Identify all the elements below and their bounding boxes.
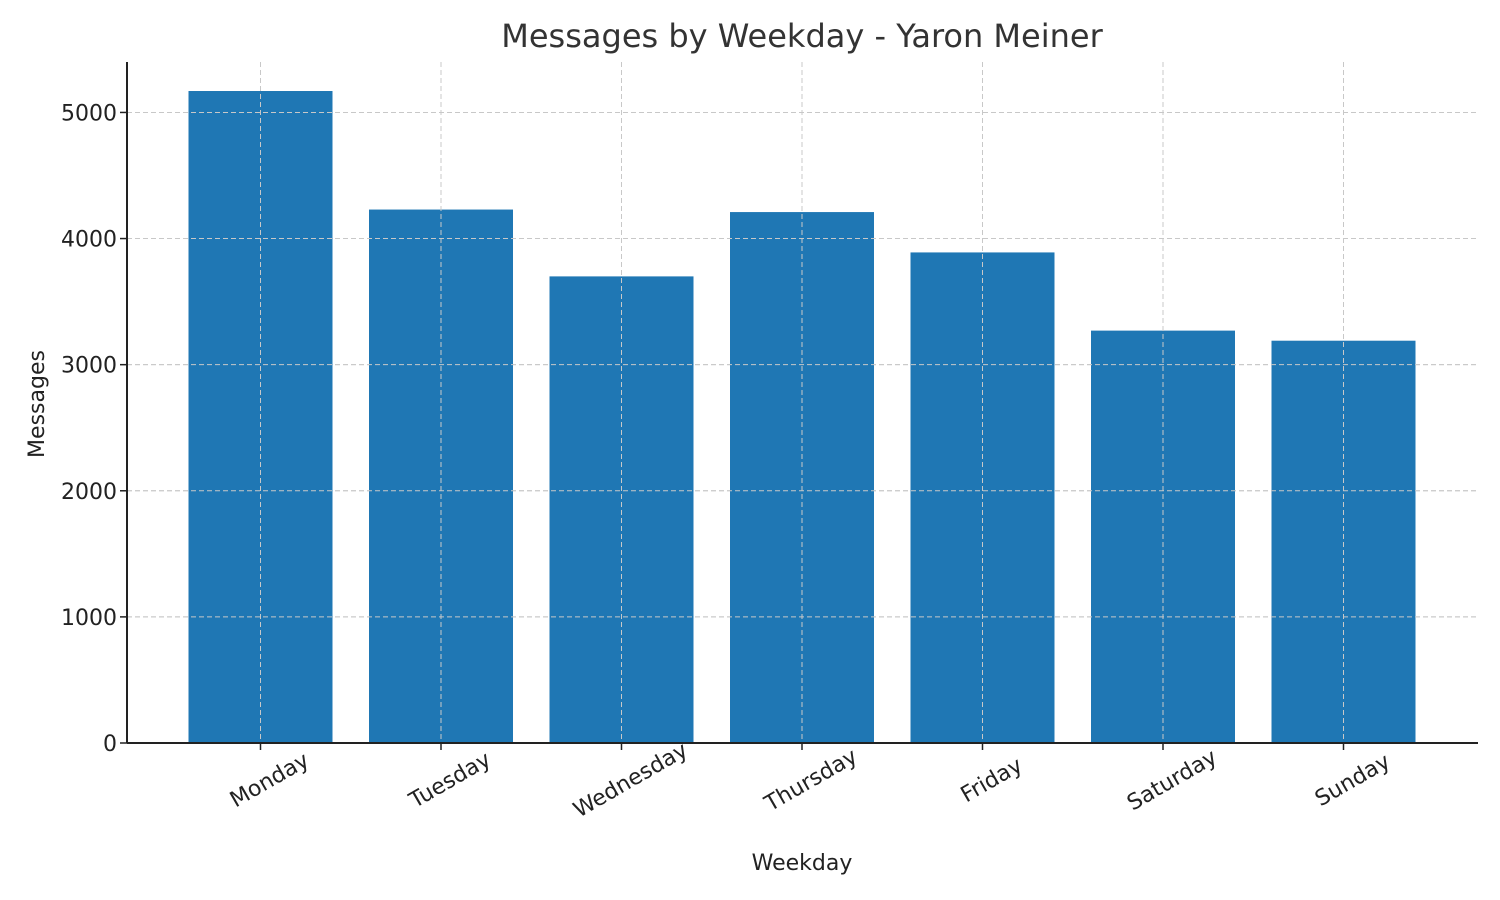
x-tick-label: Wednesday xyxy=(569,738,692,823)
x-axis-label: Weekday xyxy=(752,851,853,876)
bars xyxy=(127,62,1478,744)
x-tick-label: Friday xyxy=(957,753,1027,808)
x-tick-label: Thursday xyxy=(760,744,862,817)
y-tick-label: 4000 xyxy=(61,228,117,253)
y-tick-label: 5000 xyxy=(61,101,117,126)
y-ticks: 0 1000 2000 3000 4000 5000 xyxy=(61,101,127,757)
x-ticks: Monday Tuesday Wednesday Thursday Friday Satu… xyxy=(226,738,1395,823)
y-tick-label: 3000 xyxy=(61,354,117,379)
x-tick-label: Saturday xyxy=(1123,745,1221,816)
y-tick-label: 1000 xyxy=(61,606,117,631)
x-tick-label: Sunday xyxy=(1311,749,1395,812)
x-tick-label: Monday xyxy=(226,748,314,813)
chart-title: Messages by Weekday - Yaron Meiner xyxy=(501,17,1103,55)
y-tick-label: 2000 xyxy=(61,480,117,505)
y-axis-label: Messages xyxy=(25,350,50,458)
y-tick-label: 0 xyxy=(103,732,117,757)
x-tick-label: Tuesday xyxy=(404,747,495,814)
